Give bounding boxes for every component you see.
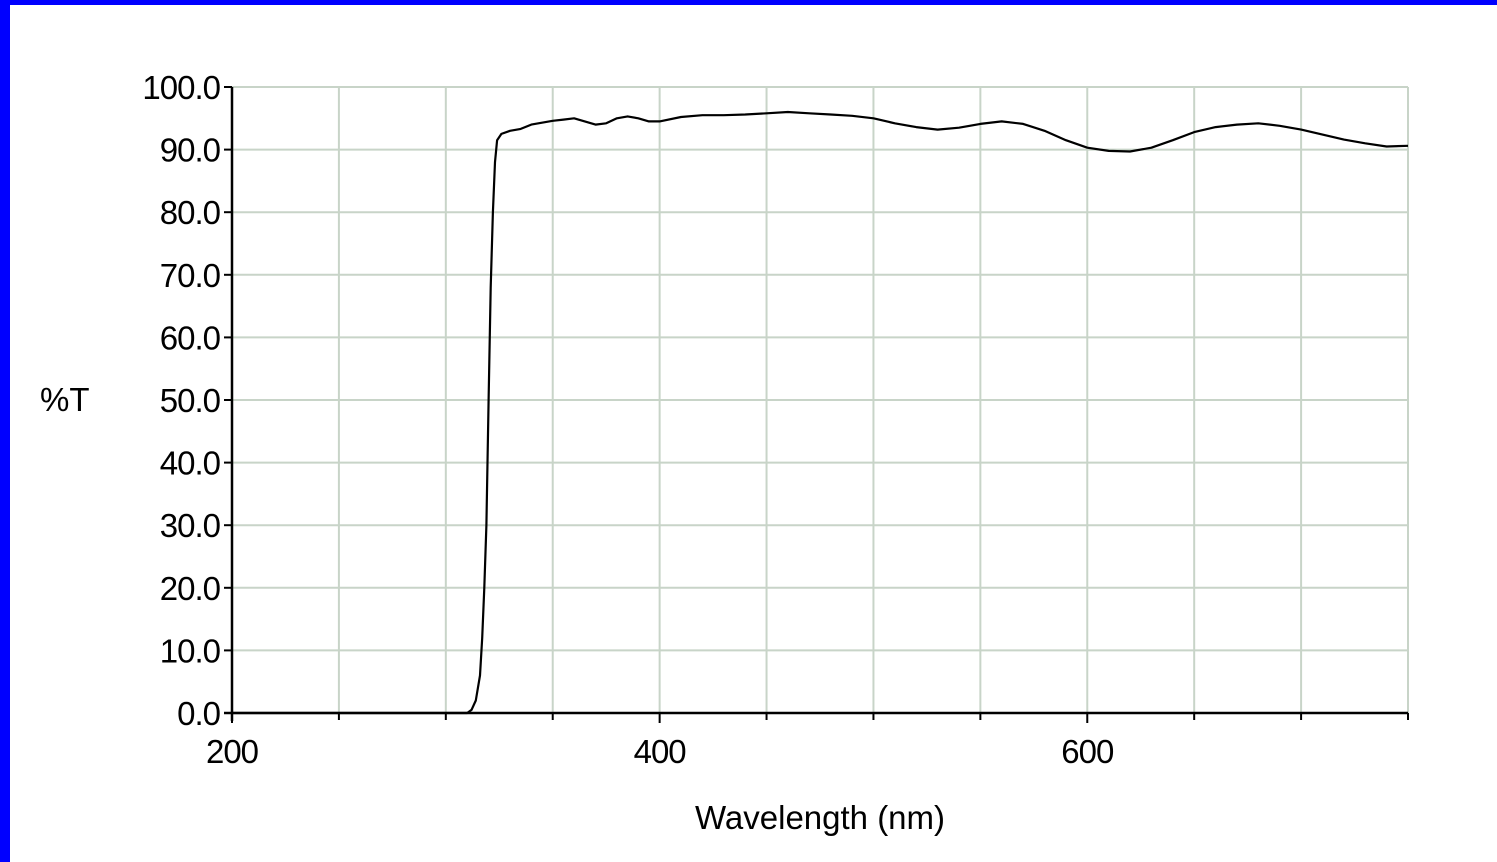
transmission-chart: 0.0 10.0 20.0 30.0 40.0 50.0 60.0 70.0 80.0 90.0 1… xyxy=(40,69,1409,836)
grid-layer xyxy=(232,86,1409,713)
y-tick-label: 20.0 xyxy=(160,570,221,607)
y-tick-label: 50.0 xyxy=(160,382,221,419)
x-axis-label: Wavelength (nm) xyxy=(695,799,945,836)
y-tick-label: 10.0 xyxy=(160,632,221,669)
tick-layer: 0.0 10.0 20.0 30.0 40.0 50.0 60.0 70.0 80.0 90.0 1… xyxy=(142,69,1409,770)
y-axis-label: %T xyxy=(40,381,90,418)
series-layer xyxy=(232,110,1409,715)
x-tick-label: 600 xyxy=(1061,733,1114,770)
axes-layer xyxy=(224,87,1408,721)
transmission-line xyxy=(232,110,1409,715)
y-tick-label: 30.0 xyxy=(160,507,221,544)
y-tick-label: 90.0 xyxy=(160,132,221,169)
y-tick-label: 100.0 xyxy=(142,69,220,106)
y-tick-label: 40.0 xyxy=(160,445,221,482)
y-tick-label: 70.0 xyxy=(160,257,221,294)
y-tick-label: 0.0 xyxy=(177,695,221,732)
y-tick-label: 80.0 xyxy=(160,194,221,231)
x-tick-label: 200 xyxy=(206,733,259,770)
y-tick-label: 60.0 xyxy=(160,319,221,356)
x-tick-label: 400 xyxy=(634,733,687,770)
